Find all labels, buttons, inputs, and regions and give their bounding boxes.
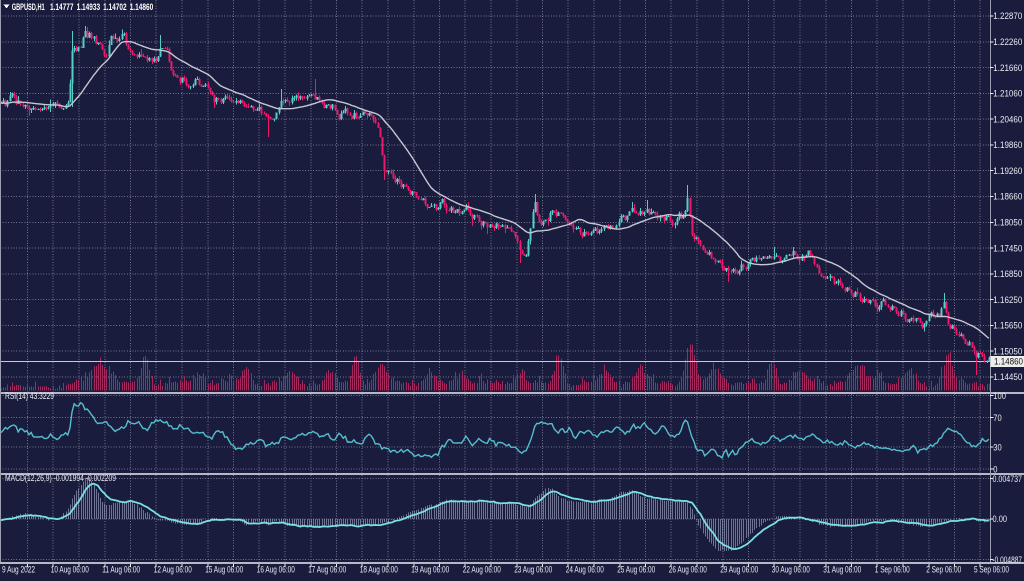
svg-text:18 Aug 06:00: 18 Aug 06:00 [360,565,398,575]
svg-text:1.19260: 1.19260 [993,166,1022,176]
svg-text:25 Aug 06:00: 25 Aug 06:00 [617,565,655,575]
svg-text:0.004737: 0.004737 [993,474,1023,484]
svg-text:1.14702: 1.14702 [103,2,127,13]
svg-text:1.16850: 1.16850 [993,269,1022,279]
svg-text:1.18660: 1.18660 [993,192,1022,202]
svg-text:24 Aug 06:00: 24 Aug 06:00 [566,565,604,575]
svg-text:1.17450: 1.17450 [993,243,1022,253]
svg-text:1.14777: 1.14777 [50,2,74,13]
svg-text:70: 70 [993,413,1001,423]
svg-text:1.15050: 1.15050 [993,346,1022,356]
svg-text:1.14860: 1.14860 [130,2,154,13]
svg-text:1.21060: 1.21060 [993,89,1022,99]
svg-text:1.22870: 1.22870 [993,11,1022,21]
svg-text:0.00: 0.00 [993,514,1008,524]
svg-text:30 Aug 06:00: 30 Aug 06:00 [772,565,810,575]
svg-text:100: 100 [993,391,1006,401]
svg-text:12 Aug 06:00: 12 Aug 06:00 [154,565,192,575]
svg-text:0: 0 [993,464,997,474]
svg-text:GBPUSD,H1: GBPUSD,H1 [12,2,45,13]
svg-text:1.18050: 1.18050 [993,217,1022,227]
svg-text:17 Aug 06:00: 17 Aug 06:00 [308,565,346,575]
svg-text:2 Sep 06:00: 2 Sep 06:00 [926,565,961,575]
svg-text:1.14450: 1.14450 [993,372,1022,382]
svg-text:22 Aug 06:00: 22 Aug 06:00 [463,565,501,575]
svg-text:11 Aug 06:00: 11 Aug 06:00 [102,565,140,575]
svg-text:1.19860: 1.19860 [993,140,1022,150]
svg-text:16 Aug 06:00: 16 Aug 06:00 [257,565,295,575]
svg-text:10 Aug 06:00: 10 Aug 06:00 [51,565,89,575]
svg-text:1.20460: 1.20460 [993,114,1022,124]
svg-text:23 Aug 06:00: 23 Aug 06:00 [514,565,552,575]
svg-text:1 Sep 06:00: 1 Sep 06:00 [875,565,910,575]
svg-text:1.16250: 1.16250 [993,295,1022,305]
svg-text:9 Aug 2022: 9 Aug 2022 [2,565,35,575]
svg-text:RSI(14) 43.3229: RSI(14) 43.3229 [5,391,54,401]
svg-text:31 Aug 06:00: 31 Aug 06:00 [823,565,861,575]
svg-text:-0.004887: -0.004887 [993,555,1023,565]
svg-text:MACD(12,26,9) -0.001994 -0.002: MACD(12,26,9) -0.001994 -0.002209 [5,473,116,483]
svg-text:26 Aug 06:00: 26 Aug 06:00 [669,565,707,575]
svg-text:1.15650: 1.15650 [993,321,1022,331]
svg-text:30: 30 [993,442,1001,452]
svg-text:1.14933: 1.14933 [77,2,101,13]
svg-text:1.21660: 1.21660 [993,63,1022,73]
svg-text:29 Aug 06:00: 29 Aug 06:00 [720,565,758,575]
svg-text:1.14860: 1.14860 [994,356,1023,366]
svg-text:5 Sep 06:00: 5 Sep 06:00 [974,565,1009,575]
svg-text:19 Aug 06:00: 19 Aug 06:00 [411,565,449,575]
svg-text:15 Aug 06:00: 15 Aug 06:00 [205,565,243,575]
svg-text:1.22260: 1.22260 [993,37,1022,47]
